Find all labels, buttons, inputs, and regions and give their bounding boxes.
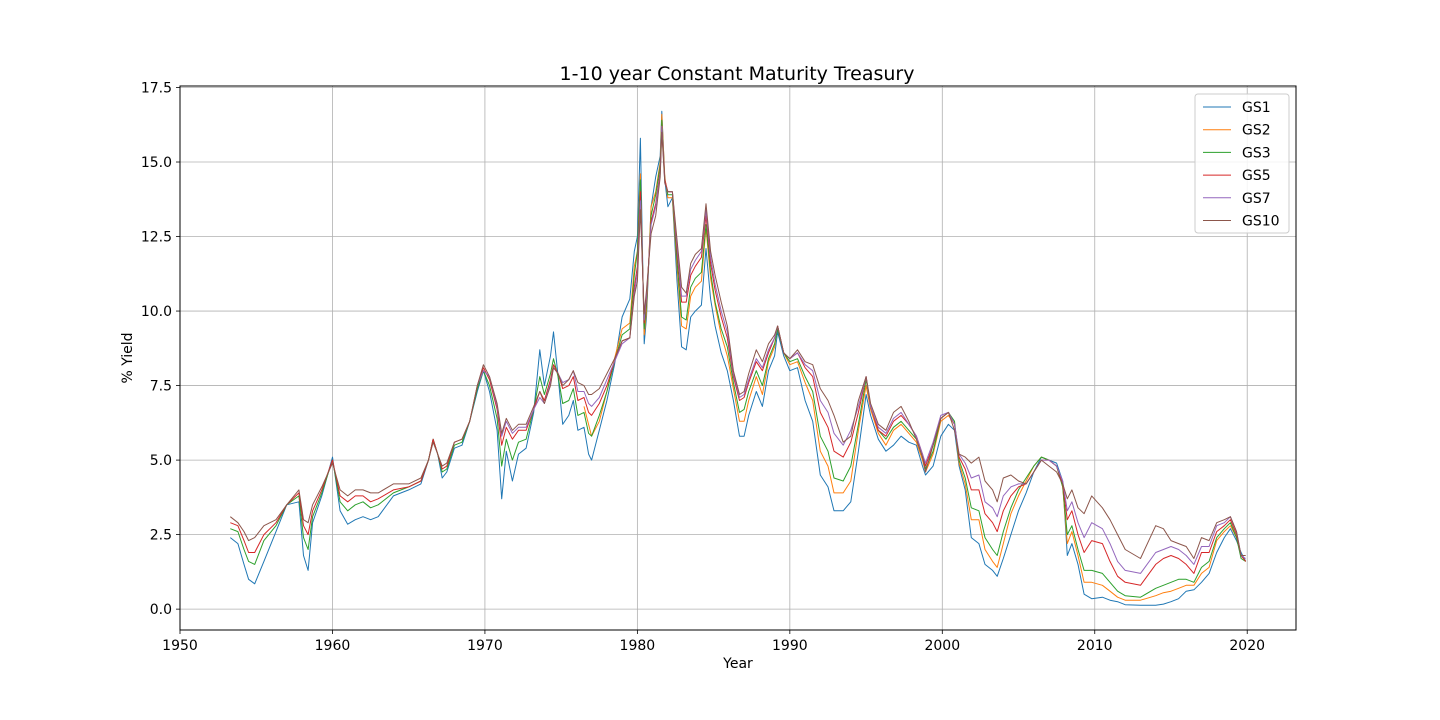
x-tick-label: 1950: [162, 638, 198, 654]
x-tick-label: 1990: [772, 638, 808, 654]
y-tick-label: 17.5: [141, 80, 172, 96]
y-axis-ticks: 0.0 2.5 5.0 7.5 10.0 12.5 15.0 17.5: [141, 80, 180, 618]
y-tick-label: 0.0: [150, 602, 172, 618]
chart-title: 1-10 year Constant Maturity Treasury: [560, 63, 915, 85]
legend-label-gs7: GS7: [1242, 191, 1271, 207]
y-tick-label: 10.0: [141, 304, 172, 320]
y-tick-label: 12.5: [141, 230, 172, 246]
x-tick-label: 1970: [467, 638, 503, 654]
series-lines: [229, 110, 1247, 606]
x-axis-ticks: 1950 1960 1970 1980 1990 2000 2010 2020: [162, 630, 1265, 654]
y-tick-label: 5.0: [150, 453, 172, 469]
series-line-gs7: [476, 125, 1246, 574]
x-tick-label: 1960: [315, 638, 351, 654]
legend-label-gs10: GS10: [1242, 214, 1280, 230]
legend: GS1 GS2 GS3 GS5 GS7 GS10: [1194, 93, 1290, 234]
plot-frame: [179, 85, 1297, 631]
legend-label-gs5: GS5: [1242, 168, 1271, 184]
y-tick-label: 2.5: [150, 528, 172, 544]
y-tick-label: 15.0: [141, 155, 172, 171]
legend-label-gs3: GS3: [1242, 145, 1271, 161]
x-tick-label: 1980: [620, 638, 656, 654]
x-tick-label: 2020: [1229, 638, 1265, 654]
series-line-gs1: [229, 110, 1247, 606]
legend-label-gs2: GS2: [1242, 123, 1271, 139]
series-line-gs2: [583, 113, 1247, 601]
y-tick-label: 7.5: [150, 379, 172, 395]
x-tick-label: 2010: [1077, 638, 1113, 654]
legend-label-gs1: GS1: [1242, 100, 1271, 116]
x-axis-title: Year: [722, 656, 753, 672]
y-axis-title: % Yield: [120, 332, 136, 383]
series-line-gs10: [229, 131, 1246, 559]
x-tick-label: 2000: [924, 638, 960, 654]
